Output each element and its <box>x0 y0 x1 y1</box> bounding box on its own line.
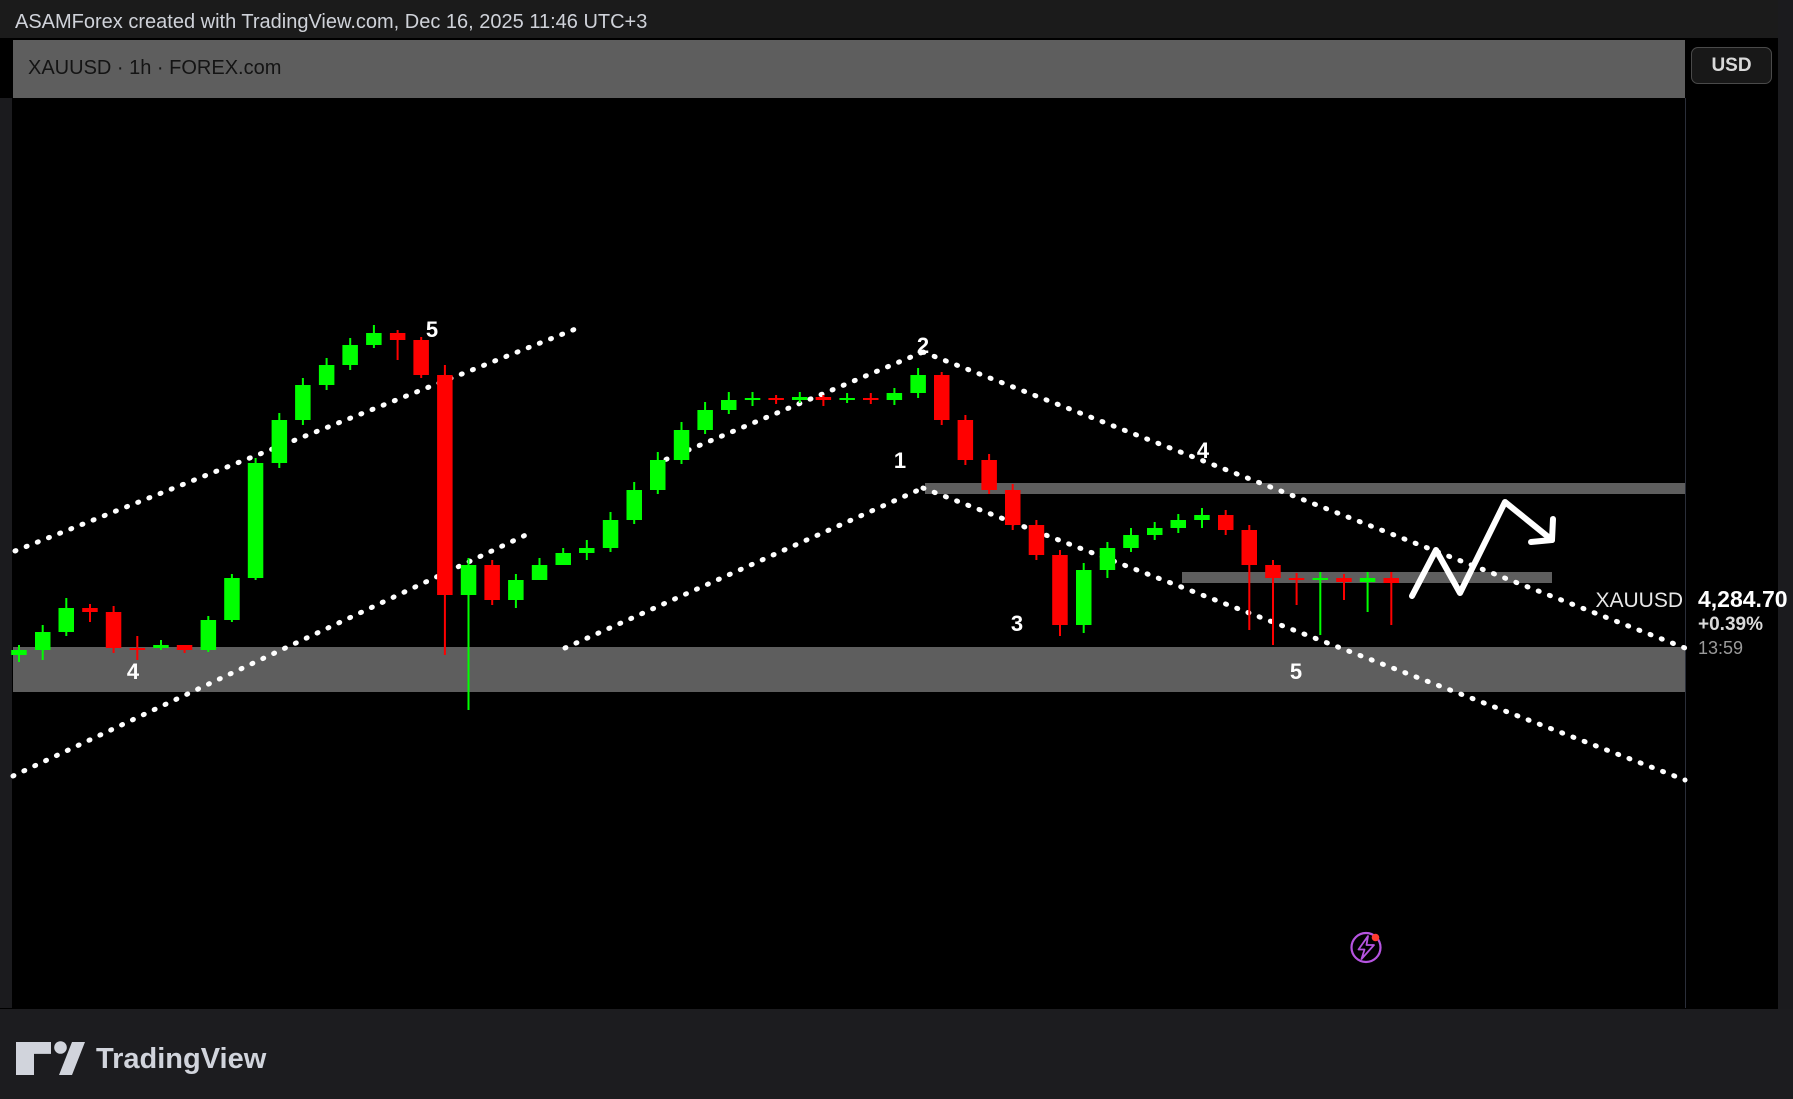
svg-text:1: 1 <box>894 448 906 473</box>
svg-text:4: 4 <box>127 659 140 684</box>
svg-text:5: 5 <box>1290 659 1302 684</box>
svg-text:3: 3 <box>1011 611 1023 636</box>
svg-text:5: 5 <box>426 317 438 342</box>
svg-text:4: 4 <box>1197 438 1210 463</box>
svg-text:2: 2 <box>917 333 929 358</box>
